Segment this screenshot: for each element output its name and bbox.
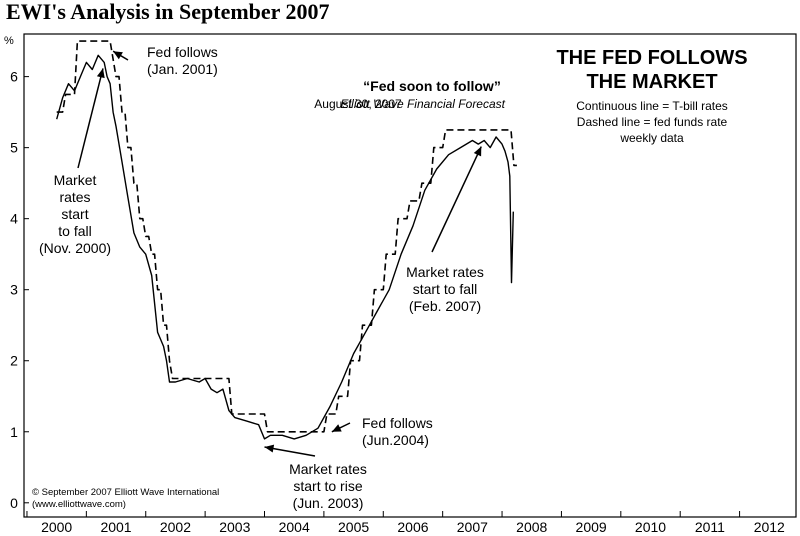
x-tick-label: 2002: [160, 519, 191, 535]
y-axis: % 0 1 2 3 4 5 6: [4, 35, 29, 511]
forecast-publication: Elliott Wave Financial Forecast: [340, 97, 505, 111]
annotation-text: (Jun.2004): [362, 432, 429, 448]
annotation-text: (Jan. 2001): [147, 61, 218, 77]
annotation-text: Market rates: [406, 264, 484, 280]
annotation-text: rates: [59, 189, 90, 205]
legend-dashed: Dashed line = fed funds rate: [577, 115, 728, 129]
annotation-text: (Jun. 2003): [293, 495, 364, 511]
annotation-text: (Nov. 2000): [39, 240, 111, 256]
x-tick-label: 2012: [754, 519, 785, 535]
fed-funds-line: [56, 40, 517, 433]
annotation-fed-follows-2004: Fed follows(Jun.2004): [331, 415, 433, 448]
copyright: © September 2007 Elliott Wave Internatio…: [32, 487, 219, 510]
y-tick-label: 0: [10, 495, 18, 511]
x-tick-label: 2007: [457, 519, 488, 535]
annotation-arrowhead: [113, 51, 123, 60]
annotation-arrow: [77, 68, 104, 169]
annotation-text: start: [61, 206, 88, 222]
annotation-text: Market rates: [289, 461, 367, 477]
x-tick-label: 2004: [279, 519, 310, 535]
annotation-text: Fed follows: [362, 415, 433, 431]
copyright-url: (www.elliottwave.com): [32, 499, 126, 510]
x-tick-label: 2010: [635, 519, 666, 535]
y-tick-label: 6: [10, 69, 18, 85]
x-tick-label: 2003: [219, 519, 250, 535]
annotation-arrowhead: [264, 444, 275, 453]
x-tick-label: 2009: [576, 519, 607, 535]
y-tick-label: 3: [10, 282, 18, 298]
x-tick-label: 2008: [516, 519, 547, 535]
x-axis: 2000 2001 2002 2003 2004 2005 2006 2007 2008 2009…: [26, 511, 785, 535]
x-tick-label: 2005: [338, 519, 369, 535]
annotation-arrowhead: [473, 146, 482, 157]
series-layer: [56, 40, 517, 440]
forecast-callout: “Fed soon to follow” August 30, 2007 Ell…: [314, 78, 505, 111]
plot-frame: [23, 33, 797, 518]
y-tick-label: 4: [10, 211, 18, 227]
annotation-arrowhead: [96, 68, 105, 79]
y-tick-label: 1: [10, 424, 18, 440]
annotation-arrowhead: [331, 424, 342, 432]
copyright-line: © September 2007 Elliott Wave Internatio…: [32, 487, 219, 498]
x-tick-label: 2011: [695, 519, 725, 535]
y-tick-label: 2: [10, 353, 18, 369]
page-title: EWI's Analysis in September 2007: [6, 0, 330, 24]
annotation-arrow: [431, 146, 482, 253]
annotation-text: Market: [54, 172, 97, 188]
headline-line-1: THE FED FOLLOWS: [556, 47, 747, 69]
x-tick-label: 2001: [100, 519, 131, 535]
annotation-text: to fall: [58, 223, 91, 239]
y-tick-label: 5: [10, 140, 18, 156]
y-unit-label: %: [4, 35, 14, 47]
annotation-text: start to rise: [293, 478, 362, 494]
headline: THE FED FOLLOWS THE MARKET: [556, 47, 747, 93]
headline-line-2: THE MARKET: [586, 71, 717, 93]
x-tick-label: 2006: [397, 519, 428, 535]
x-tick-label: 2000: [41, 519, 72, 535]
annotation-text: Fed follows: [147, 44, 218, 60]
legend-continuous: Continuous line = T-bill rates: [576, 99, 728, 113]
legend-weekly: weekly data: [619, 131, 684, 145]
annotation-text: (Feb. 2007): [409, 298, 481, 314]
annotation-text: start to fall: [413, 281, 478, 297]
forecast-quote: “Fed soon to follow”: [363, 78, 501, 94]
annotation-layer: Fed follows(Jan. 2001)Marketratesstartto…: [39, 44, 484, 511]
annotation-fed-follows-2001: Fed follows(Jan. 2001): [112, 44, 218, 77]
legend: Continuous line = T-bill rates Dashed li…: [576, 99, 728, 145]
forecast-date: August 30, 2007: [314, 97, 402, 111]
